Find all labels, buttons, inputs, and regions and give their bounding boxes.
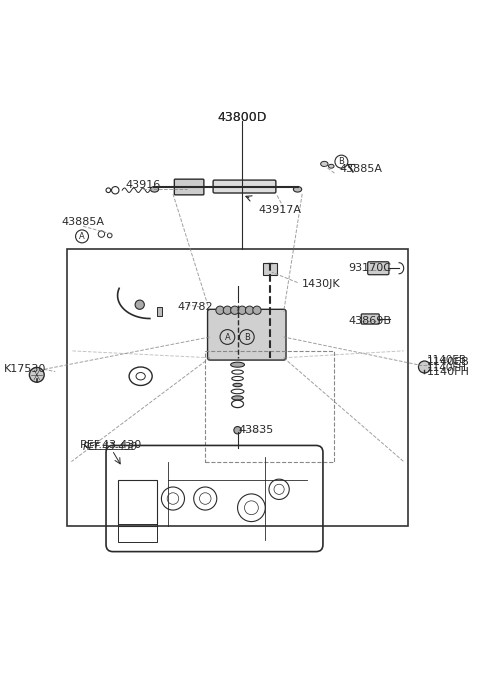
Bar	[157, 307, 162, 316]
Ellipse shape	[233, 384, 242, 387]
Circle shape	[223, 306, 231, 314]
Text: 93170C: 93170C	[348, 263, 391, 273]
Text: 1140FH: 1140FH	[427, 363, 467, 373]
Text: 47782: 47782	[178, 302, 213, 312]
Bar	[118, 524, 157, 543]
Circle shape	[234, 427, 241, 434]
Ellipse shape	[293, 187, 302, 192]
Ellipse shape	[150, 187, 159, 192]
Text: A: A	[225, 332, 230, 342]
Ellipse shape	[328, 164, 334, 168]
FancyBboxPatch shape	[207, 309, 286, 360]
Text: 43885A: 43885A	[339, 164, 382, 173]
Circle shape	[419, 361, 431, 373]
Text: B: B	[244, 332, 250, 342]
Text: 1140FH: 1140FH	[427, 367, 469, 377]
Text: 43800D: 43800D	[217, 111, 267, 124]
Text: A: A	[79, 232, 85, 241]
Bar	[263, 263, 277, 275]
Circle shape	[245, 306, 254, 314]
Bar	[67, 249, 408, 526]
FancyBboxPatch shape	[361, 314, 379, 324]
Text: 43800D: 43800D	[217, 111, 267, 124]
Text: 43869B: 43869B	[348, 316, 391, 326]
Ellipse shape	[232, 396, 243, 400]
Text: B: B	[338, 157, 344, 166]
Bar	[118, 480, 157, 526]
Circle shape	[135, 300, 144, 309]
Text: 1140EB: 1140EB	[427, 355, 467, 365]
Text: 1140EB: 1140EB	[427, 357, 469, 367]
Text: K17530: K17530	[4, 365, 47, 374]
FancyBboxPatch shape	[174, 179, 204, 195]
Text: 1430JK: 1430JK	[302, 279, 341, 289]
FancyBboxPatch shape	[213, 180, 276, 193]
Text: 43885A: 43885A	[61, 216, 105, 226]
Circle shape	[238, 306, 246, 314]
Bar	[205, 351, 335, 462]
Circle shape	[29, 367, 44, 382]
Text: REF.43-430: REF.43-430	[83, 442, 138, 452]
Circle shape	[230, 306, 239, 314]
Text: 43917A: 43917A	[258, 205, 301, 215]
Circle shape	[253, 306, 261, 314]
Circle shape	[216, 306, 224, 314]
Text: REF.43-430: REF.43-430	[80, 440, 142, 450]
Text: 43916: 43916	[125, 180, 161, 189]
Text: 43835: 43835	[239, 425, 274, 435]
Ellipse shape	[321, 161, 328, 166]
FancyBboxPatch shape	[368, 262, 389, 275]
Ellipse shape	[230, 362, 244, 367]
